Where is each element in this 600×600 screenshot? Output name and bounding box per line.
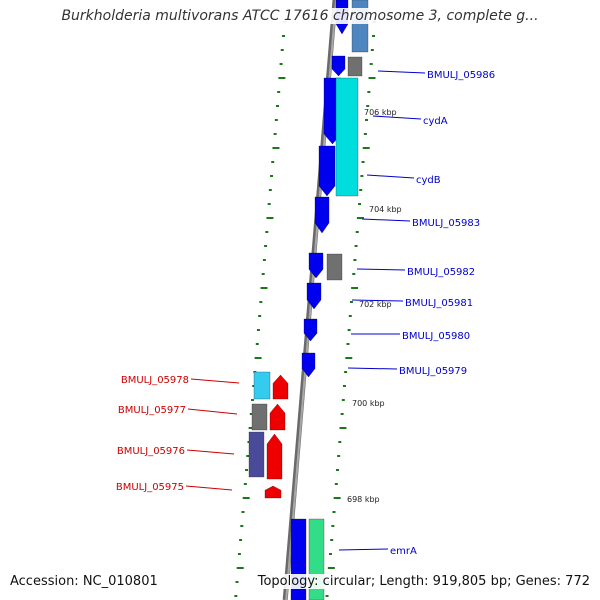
cds-forward [301, 352, 316, 378]
gene-label: BMULJ_05976 [117, 446, 185, 457]
gene-label-line [361, 218, 411, 222]
gene-label: BMULJ_05979 [399, 366, 467, 377]
gene-label-line [190, 378, 240, 384]
gene-label-line [356, 268, 406, 271]
scale-label: 702 kbp [359, 300, 392, 309]
gene-label-line [377, 70, 426, 74]
cds-reverse [266, 433, 283, 480]
cds-forward [331, 55, 346, 77]
gene-label: BMULJ_05986 [427, 70, 495, 81]
cds-reverse [269, 403, 286, 431]
gene-label-line [366, 174, 415, 179]
gene-label: BMULJ_05983 [412, 218, 480, 229]
gene-features [248, 0, 369, 600]
gene-label-line [338, 548, 389, 551]
scale-label: 698 kbp [347, 495, 380, 504]
gene-label: BMULJ_05981 [405, 298, 473, 309]
gene-label: BMULJ_05980 [402, 331, 470, 342]
gene-label-line [347, 367, 398, 370]
gene-label: BMULJ_05982 [407, 267, 475, 278]
gene-label: emrA [390, 546, 417, 557]
gene-label: BMULJ_05978 [121, 375, 189, 386]
feature-cyan [335, 77, 359, 197]
scale-label: 700 kbp [352, 399, 385, 408]
cds-forward [306, 282, 322, 310]
genome-summary-text: Topology: circular; Length: 919,805 bp; … [255, 574, 592, 589]
cds-reverse [272, 374, 289, 400]
cds-forward [308, 252, 324, 279]
cds-forward [314, 196, 330, 234]
feature-slateblue [248, 431, 265, 478]
scale-label: 706 kbp [364, 108, 397, 117]
feature-gray [347, 56, 363, 77]
gene-label-line [372, 115, 422, 120]
cds-reverse [264, 485, 282, 499]
gene-label-line [185, 485, 233, 491]
gene-label-line [186, 449, 235, 455]
gene-label-line [351, 299, 404, 302]
tick-marks [234, 21, 377, 597]
gene-label: BMULJ_05975 [116, 482, 184, 493]
accession-text: Accession: NC_010801 [8, 574, 160, 589]
scale-label: 704 kbp [369, 205, 402, 214]
map-title: Burkholderia multivorans ATCC 17616 chro… [0, 8, 600, 24]
feature-lightblue [253, 371, 271, 400]
gene-label: cydB [416, 175, 441, 186]
gene-label: cydA [423, 116, 448, 127]
gene-label-line [187, 408, 238, 415]
feature-gray [326, 253, 343, 281]
cds-forward [303, 318, 318, 342]
gene-label: BMULJ_05977 [118, 405, 186, 416]
cds-forward [318, 145, 336, 197]
gene-labels: BMULJ_05986 cydA cydB BMULJ_05983 BMULJ_0598… [116, 70, 495, 557]
feature-gray [251, 403, 268, 431]
